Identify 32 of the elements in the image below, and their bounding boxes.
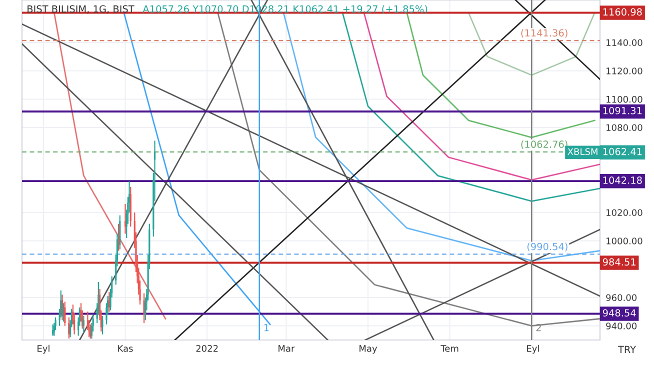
ref-line-label: (1141.36) <box>521 29 568 38</box>
x-tick-label: Eyl <box>527 344 539 354</box>
line-series <box>363 12 600 181</box>
x-tick-label: Eyl <box>38 344 50 354</box>
text: TRY <box>618 346 636 353</box>
y-tick-label: 960.00 <box>606 294 637 302</box>
x-tick-label: Tem <box>440 345 458 352</box>
ref-line-label: 984.51 <box>602 258 636 266</box>
y-tick-label: 1140.00 <box>606 39 642 46</box>
x-tick-label: Kas <box>118 345 133 352</box>
ref-line-label: 1042.18 <box>603 176 642 184</box>
chart-title: BIST BILISIM, 1G, BIST <box>28 5 134 14</box>
ref-line-label: 1160.98 <box>603 8 642 16</box>
y-tick-label: 1100.00 <box>606 96 642 103</box>
x-tick-label: May <box>360 345 378 354</box>
line-series <box>406 12 596 138</box>
y-tick-label: 1080.00 <box>606 124 642 132</box>
y-tick-label: 1020.00 <box>606 209 642 216</box>
annotation: XBLSM <box>568 148 598 156</box>
ref-line-label: (1062.76) <box>521 140 568 150</box>
x-tick-label: Mar <box>278 345 295 352</box>
y-tick-label: 940.00 <box>606 322 637 330</box>
ref-line-label: (990.54) <box>527 242 568 252</box>
line-series <box>342 12 600 202</box>
ref-line-label: 948.54 <box>602 309 636 317</box>
line-series <box>282 12 600 262</box>
y-tick-label: 1000.00 <box>606 238 642 244</box>
x-tick-label: 2022 <box>196 345 218 352</box>
y-tick-label: 1120.00 <box>606 68 642 74</box>
ref-line-label: 1091.31 <box>603 106 642 114</box>
ref-line-label: 1 <box>264 324 269 332</box>
text: 1062.41 <box>603 148 642 156</box>
